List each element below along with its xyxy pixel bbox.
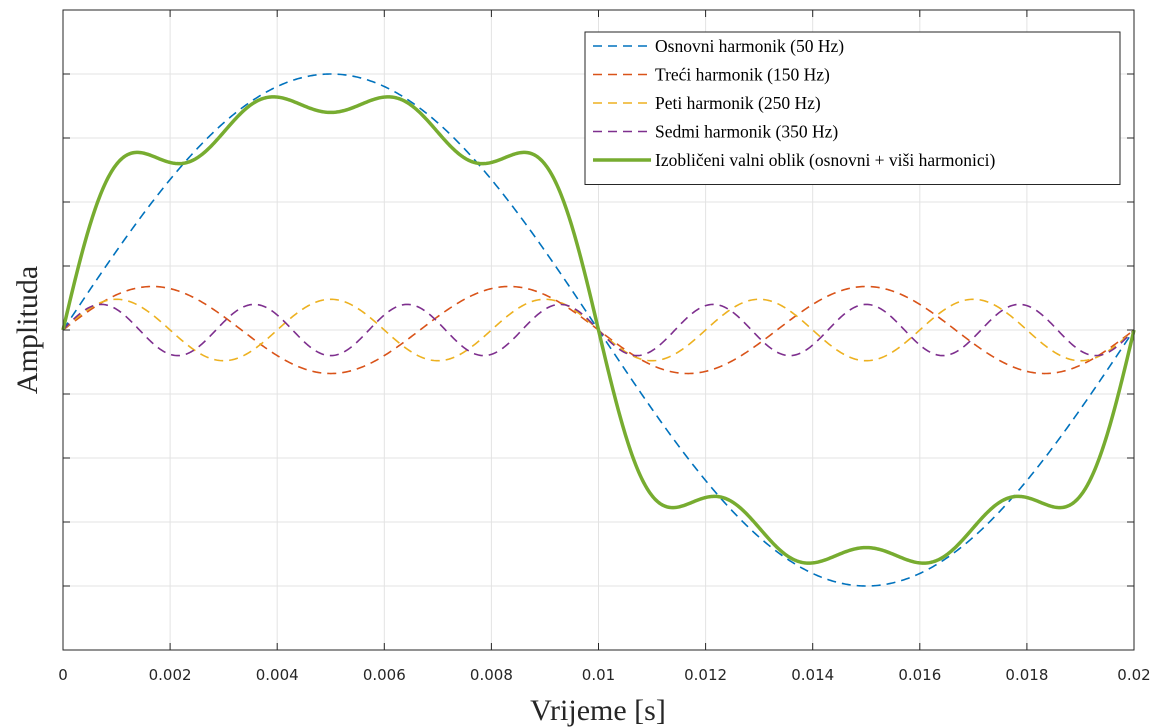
legend-label: Peti harmonik (250 Hz) bbox=[655, 93, 821, 113]
x-tick-label: 0.02 bbox=[1117, 666, 1150, 684]
x-tick-label: 0.018 bbox=[1005, 666, 1048, 684]
x-tick-label: 0 bbox=[58, 666, 68, 684]
x-tick-label: 0.008 bbox=[470, 666, 513, 684]
x-tick-label: 0.004 bbox=[256, 666, 299, 684]
legend-label: Osnovni harmonik (50 Hz) bbox=[655, 36, 844, 56]
x-tick-label: 0.014 bbox=[791, 666, 834, 684]
x-axis-title: Vrijeme [s] bbox=[530, 694, 666, 727]
legend-label: Treći harmonik (150 Hz) bbox=[655, 65, 830, 85]
x-tick-label: 0.002 bbox=[149, 666, 192, 684]
legend-label: Sedmi harmonik (350 Hz) bbox=[655, 122, 838, 142]
y-axis-title: Amplituda bbox=[11, 266, 44, 394]
x-tick-labels: 0 0.002 0.004 0.006 0.008 0.01 0.012 0.014 0.016… bbox=[58, 666, 1150, 684]
ticks bbox=[62, 10, 1135, 650]
series-line-5 bbox=[61, 95, 1136, 565]
legend-label: Izobličeni valni oblik (osnovni + viši h… bbox=[655, 150, 996, 170]
legend: Osnovni harmonik (50 Hz) Treći harmonik (… bbox=[584, 31, 1121, 185]
series-layer bbox=[61, 73, 1136, 587]
x-tick-label: 0.012 bbox=[684, 666, 727, 684]
x-tick-label: 0.01 bbox=[582, 666, 615, 684]
x-tick-label: 0.006 bbox=[363, 666, 406, 684]
legend-box bbox=[584, 31, 1121, 185]
x-tick-label: 0.016 bbox=[898, 666, 941, 684]
